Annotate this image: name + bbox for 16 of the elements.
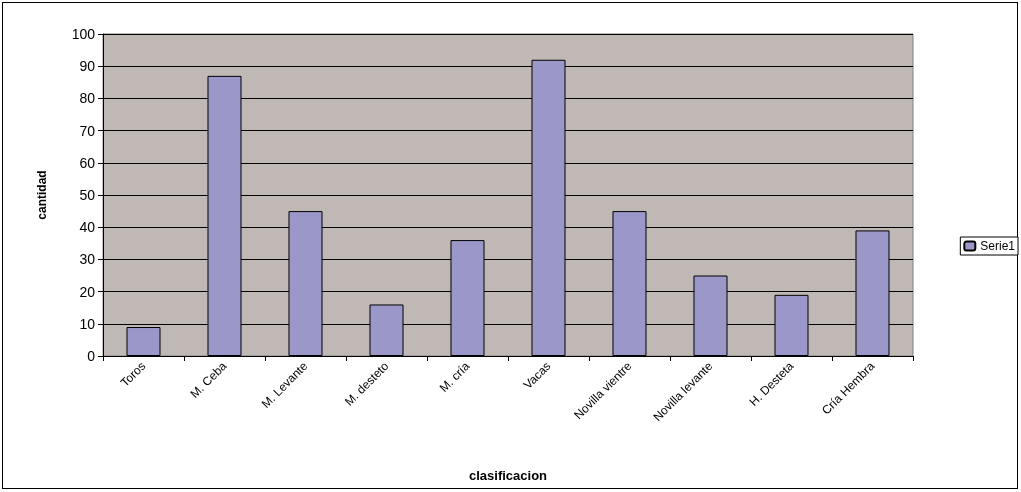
x-tick-label: M. cría — [436, 358, 473, 395]
y-tick-label: 100 — [71, 26, 96, 42]
legend-label: Serie1 — [980, 239, 1016, 253]
bar — [126, 327, 161, 356]
y-tick-label: 60 — [79, 154, 96, 171]
y-axis-title: cantidad — [35, 170, 49, 220]
x-axis-title: clasificacion — [468, 468, 548, 483]
y-tick-label: 50 — [79, 187, 96, 203]
y-tick-label: 40 — [79, 219, 96, 236]
y-tick-label: 0 — [87, 348, 96, 364]
y-tick-label: 20 — [79, 283, 96, 300]
y-tick-label: 70 — [79, 122, 96, 139]
y-tick-label: 30 — [79, 251, 96, 268]
y-tick-label: 10 — [79, 315, 96, 332]
y-tick-label: 90 — [79, 58, 96, 75]
y-tick-label: 80 — [79, 90, 96, 107]
